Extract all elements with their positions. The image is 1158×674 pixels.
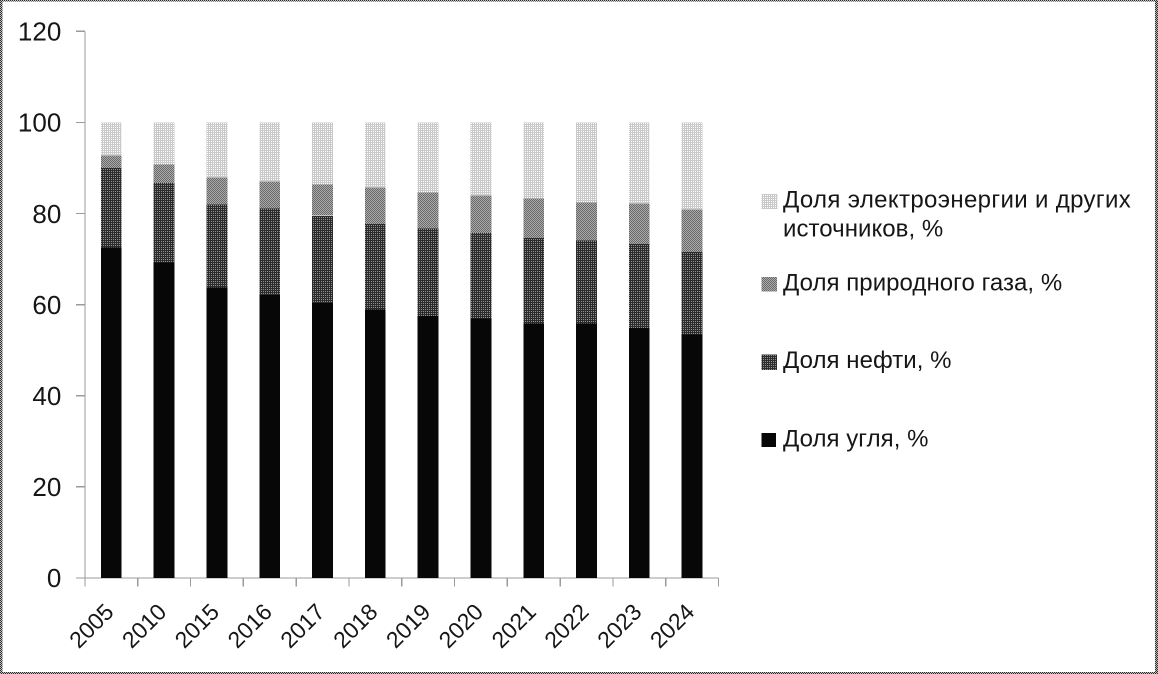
svg-text:0: 0 xyxy=(47,563,61,593)
svg-text:100: 100 xyxy=(18,108,61,138)
svg-text:40: 40 xyxy=(32,381,61,411)
svg-text:Доля угля, %: Доля угля, % xyxy=(783,426,929,453)
svg-text:120: 120 xyxy=(18,17,61,47)
svg-text:Доля нефти, %: Доля нефти, % xyxy=(783,347,952,374)
svg-text:источников, %: источников, % xyxy=(783,216,943,243)
svg-text:Доля природного газа, %: Доля природного газа, % xyxy=(783,270,1062,297)
svg-text:20: 20 xyxy=(32,472,61,502)
svg-text:80: 80 xyxy=(32,199,61,229)
svg-text:Доля электроэнергии и других: Доля электроэнергии и других xyxy=(783,187,1131,214)
svg-text:60: 60 xyxy=(32,290,61,320)
